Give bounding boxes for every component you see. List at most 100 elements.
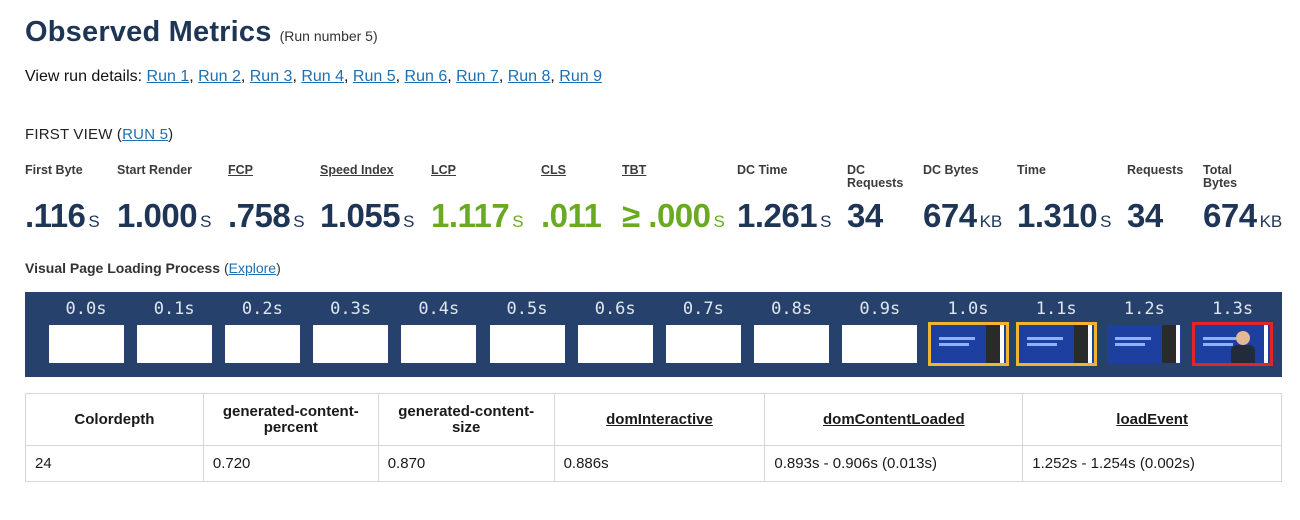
- thumb-heading-line: [938, 337, 975, 340]
- filmstrip-frame[interactable]: 0.0s: [46, 296, 126, 363]
- frame-thumbnail[interactable]: [1106, 325, 1182, 363]
- run-link-8[interactable]: Run 8: [507, 68, 551, 85]
- metric-label[interactable]: FCP: [228, 163, 253, 177]
- metric-value: 1.310: [1017, 197, 1098, 234]
- run-link-9[interactable]: Run 9: [559, 68, 602, 85]
- column-header-domcontentloaded[interactable]: domContentLoaded: [764, 393, 1024, 446]
- thumb-scrollbar: [1264, 325, 1269, 363]
- thumb-heading-line: [1203, 343, 1234, 346]
- table-cell: 0.720: [202, 445, 379, 482]
- frame-time: 0.7s: [682, 299, 724, 319]
- frame-thumbnail[interactable]: [1015, 322, 1097, 366]
- run-link-separator: ,: [550, 68, 560, 85]
- thumb-heading-line: [938, 343, 969, 346]
- frame-time: 0.8s: [771, 299, 813, 319]
- first-view-run-link[interactable]: RUN 5: [122, 126, 169, 143]
- metric-value-wrap: ≥ .000 S: [622, 197, 725, 235]
- frame-thumbnail[interactable]: [489, 325, 565, 363]
- thumb-heading-line: [1026, 337, 1063, 340]
- frame-time: 0.6s: [594, 299, 636, 319]
- metric-time: Time 1.310 S: [1017, 164, 1111, 235]
- frame-thumbnail[interactable]: [927, 322, 1009, 366]
- table-row: 24 0.720 0.870 0.886s 0.893s - 0.906s (0.013…: [25, 445, 1282, 482]
- column-header-generated-content-size: generated-content-size: [377, 393, 555, 446]
- frame-thumbnail[interactable]: [224, 325, 300, 363]
- frame-time: 1.3s: [1212, 299, 1254, 319]
- explore-open-paren: (: [223, 260, 229, 276]
- frame-thumbnail[interactable]: [313, 325, 389, 363]
- column-header-loadevent[interactable]: loadEvent: [1022, 393, 1282, 446]
- column-header-dominteractive[interactable]: domInteractive: [553, 393, 766, 446]
- filmstrip-frame[interactable]: 1.3s: [1192, 296, 1274, 366]
- metric-label: Start Render: [117, 163, 193, 177]
- frame-thumbnail[interactable]: [754, 325, 830, 363]
- filmstrip-frame[interactable]: 0.8s: [752, 296, 832, 363]
- filmstrip-frame[interactable]: 1.0s: [927, 296, 1009, 366]
- table-cell: 1.252s - 1.254s (0.002s): [1022, 445, 1282, 482]
- run-link-1[interactable]: Run 1: [146, 68, 190, 85]
- run-link-5[interactable]: Run 5: [352, 68, 396, 85]
- page-title: Observed Metrics: [25, 16, 272, 48]
- thumb-scrollbar: [1087, 325, 1092, 363]
- run-link-4[interactable]: Run 4: [301, 68, 345, 85]
- metric-tbt: TBT ≥ .000 S: [622, 164, 725, 235]
- frame-thumbnail[interactable]: [136, 325, 212, 363]
- filmstrip-frame[interactable]: 0.7s: [663, 296, 743, 363]
- visual-loading-heading: Visual Page Loading Process (Explore): [25, 260, 281, 276]
- run-links: Run 1, Run 2, Run 3, Run 4, Run 5, Run 6…: [147, 68, 602, 85]
- filmstrip: 0.0s 0.1s 0.2s 0.3s 0.4s 0.5s 0.6s 0.7s 0.8s 0.9s…: [25, 292, 1282, 377]
- metric-label[interactable]: TBT: [622, 163, 647, 177]
- metric-requests: Requests 34: [1127, 164, 1183, 235]
- thumb-dark-panel: [1161, 325, 1176, 363]
- run-link-6[interactable]: Run 6: [404, 68, 448, 85]
- filmstrip-frame[interactable]: 0.2s: [222, 296, 302, 363]
- frame-time: 1.0s: [947, 299, 989, 319]
- metric-unit: S: [1100, 212, 1112, 231]
- run-link-separator: ,: [344, 68, 353, 85]
- run-link-7[interactable]: Run 7: [456, 68, 499, 85]
- column-header-colordepth: Colordepth: [25, 393, 204, 446]
- metric-value-wrap: 674 KB: [923, 197, 1002, 235]
- metric-value: .011: [541, 197, 602, 234]
- frame-thumbnail[interactable]: [48, 325, 124, 363]
- metric-first-byte: First Byte .116 S: [25, 164, 100, 235]
- frame-thumbnail[interactable]: [577, 325, 653, 363]
- filmstrip-frame[interactable]: 0.9s: [840, 296, 920, 363]
- run-details-label: View run details:: [25, 68, 147, 85]
- thumb-heading-line: [1114, 337, 1151, 340]
- filmstrip-frame[interactable]: 0.3s: [311, 296, 391, 363]
- metric-value: 1.055: [320, 197, 401, 234]
- metric-fcp: FCP .758 S: [228, 164, 305, 235]
- metric-unit: S: [88, 212, 100, 231]
- filmstrip-frame[interactable]: 0.1s: [134, 296, 214, 363]
- filmstrip-frame[interactable]: 1.1s: [1015, 296, 1097, 366]
- metric-label: Time: [1017, 163, 1046, 177]
- metric-total-bytes: Total Bytes 674 KB: [1203, 164, 1282, 235]
- explore-close-paren: ): [276, 260, 281, 276]
- filmstrip-frame[interactable]: 0.6s: [575, 296, 655, 363]
- metric-label[interactable]: Speed Index: [320, 163, 394, 177]
- metric-label: First Byte: [25, 163, 83, 177]
- frame-time: 0.2s: [241, 299, 283, 319]
- metric-label: DC Bytes: [923, 163, 979, 177]
- frame-time: 0.1s: [153, 299, 195, 319]
- metric-value: 1.117: [431, 197, 510, 234]
- metric-value: 1.261: [737, 197, 818, 234]
- metric-label[interactable]: LCP: [431, 163, 456, 177]
- run-link-3[interactable]: Run 3: [249, 68, 293, 85]
- filmstrip-frame[interactable]: 0.4s: [399, 296, 479, 363]
- metric-dc-time: DC Time 1.261 S: [737, 164, 831, 235]
- metric-cls: CLS .011: [541, 163, 602, 235]
- explore-link[interactable]: Explore: [228, 260, 277, 276]
- frame-thumbnail[interactable]: [401, 325, 477, 363]
- frame-thumbnail[interactable]: [842, 325, 918, 363]
- frame-thumbnail[interactable]: [1192, 322, 1274, 366]
- filmstrip-frame[interactable]: 0.5s: [487, 296, 567, 363]
- filmstrip-frame[interactable]: 1.2s: [1104, 296, 1184, 363]
- metric-value-wrap: .758 S: [228, 197, 305, 235]
- metric-label[interactable]: CLS: [541, 163, 566, 177]
- frame-thumbnail[interactable]: [665, 325, 741, 363]
- metric-value-wrap: 1.055 S: [320, 197, 414, 235]
- run-link-2[interactable]: Run 2: [198, 68, 241, 85]
- thumb-heading-line: [1203, 337, 1240, 340]
